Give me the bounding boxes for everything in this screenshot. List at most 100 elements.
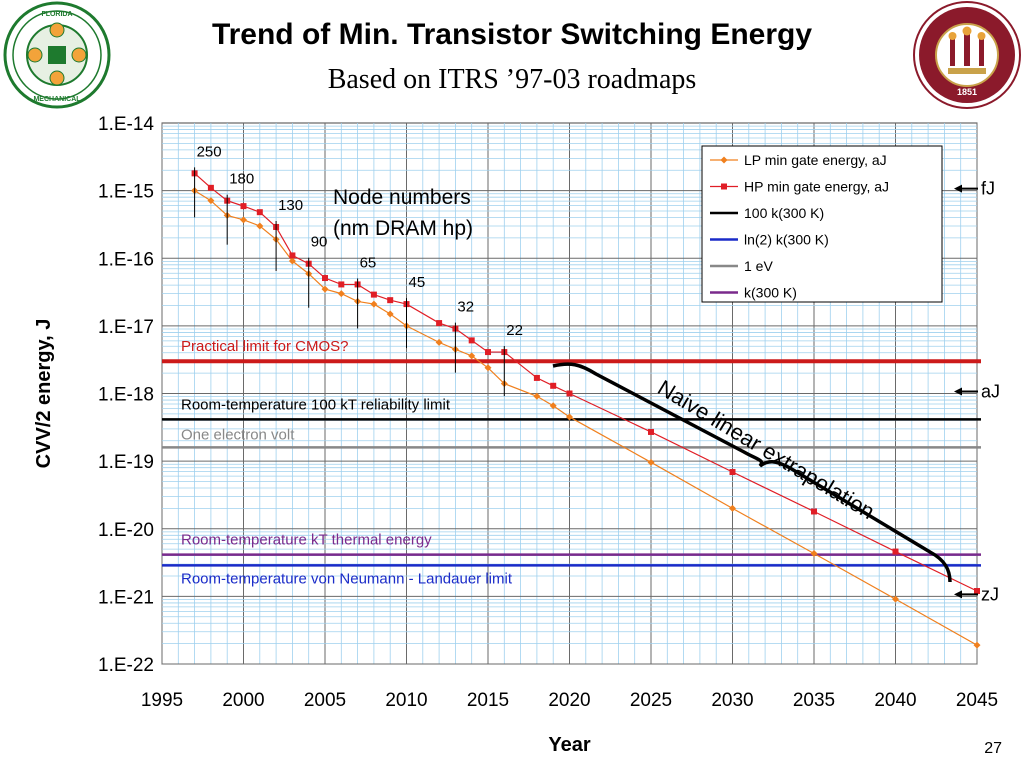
reference-line-label: Room-temperature von Neumann - Landauer …	[181, 570, 513, 587]
legend-entry-label: LP min gate energy, aJ	[744, 152, 887, 168]
legend-marker	[721, 183, 727, 190]
y-tick-label: 1.E-18	[98, 385, 154, 406]
x-axis-label: Year	[548, 734, 590, 756]
unit-arrowhead	[954, 387, 962, 396]
data-point-hp	[974, 588, 980, 595]
data-point-lp	[533, 392, 541, 400]
node-number-label: 180	[229, 171, 254, 188]
data-point-hp	[648, 428, 654, 435]
y-tick-label: 1.E-15	[98, 182, 154, 203]
data-point-lp	[468, 352, 476, 360]
unit-label: zJ	[981, 584, 999, 604]
data-point-lp	[973, 641, 981, 649]
node-numbers-caption: Node numbers	[333, 186, 471, 209]
legend-entry-label: k(300 K)	[744, 285, 797, 301]
data-point-hp	[387, 297, 394, 304]
data-point-lp	[321, 285, 329, 293]
data-point-hp	[240, 203, 247, 210]
data-point-hp	[289, 252, 296, 259]
data-point-hp	[207, 184, 214, 191]
data-point-lp	[256, 222, 264, 230]
y-tick-label: 1.E-16	[98, 249, 154, 270]
unit-label: aJ	[981, 382, 1000, 402]
fsu-seal-year: 1851	[957, 87, 977, 97]
data-point-lp	[647, 458, 655, 466]
data-point-lp	[892, 595, 899, 603]
data-point-lp	[484, 364, 492, 372]
data-point-lp	[435, 338, 443, 346]
data-point-hp	[566, 390, 573, 397]
famu-logo-text-bottom: MECHANICAL	[33, 96, 81, 103]
x-tick-label: 2000	[222, 690, 264, 711]
data-point-lp	[370, 300, 378, 308]
data-point-lp	[810, 550, 818, 558]
data-point-lp	[729, 504, 736, 512]
data-point-lp	[337, 290, 345, 298]
data-point-lp	[240, 216, 247, 224]
y-tick-label: 1.E-21	[98, 587, 154, 608]
x-tick-label: 2015	[467, 690, 509, 711]
legend-box	[701, 145, 943, 303]
x-tick-label: 1995	[141, 690, 183, 711]
x-tick-label: 2025	[630, 690, 672, 711]
y-tick-label: 1.E-20	[98, 520, 154, 541]
x-tick-label: 2045	[956, 690, 998, 711]
unit-arrowhead	[954, 590, 962, 599]
x-tick-label: 2035	[793, 690, 835, 711]
node-number-label: 32	[457, 299, 474, 316]
legend-entry-label: ln(2) k(300 K)	[744, 232, 829, 248]
data-point-lp	[207, 197, 215, 205]
node-number-label: 65	[360, 254, 377, 271]
node-number-label: 130	[278, 197, 303, 214]
y-tick-label: 1.E-19	[98, 452, 154, 473]
data-point-hp	[338, 281, 345, 288]
legend-entry-label: 1 eV	[744, 258, 773, 274]
data-point-lp	[566, 413, 573, 421]
x-tick-label: 2010	[385, 690, 427, 711]
node-number-label: 250	[197, 143, 222, 160]
node-number-label: 22	[506, 322, 523, 339]
reference-line-label: Room-temperature kT thermal energy	[181, 532, 432, 549]
data-point-hp	[370, 291, 377, 298]
data-point-hp	[533, 374, 540, 381]
famu-logo: FLORIDA MECHANICAL	[3, 1, 111, 109]
famu-logo-text-top: FLORIDA	[41, 11, 72, 18]
legend-entry-label: HP min gate energy, aJ	[744, 179, 889, 195]
data-point-hp	[892, 548, 899, 555]
reference-line-label: One electron volt	[181, 426, 295, 443]
data-point-hp	[811, 508, 817, 515]
node-number-label: 45	[409, 274, 426, 291]
data-point-hp	[322, 275, 328, 282]
slide-title: Trend of Min. Transistor Switching Energ…	[211, 18, 813, 51]
y-tick-label: 1.E-22	[98, 655, 154, 676]
data-point-hp	[550, 382, 557, 389]
unit-label: fJ	[981, 179, 995, 199]
y-axis-label: CVV/2 energy, J	[33, 319, 55, 469]
reference-line-label: Room-temperature 100 kT reliability limi…	[181, 396, 451, 413]
data-point-hp	[468, 337, 475, 344]
legend-entry-label: 100 k(300 K)	[744, 205, 824, 221]
data-point-lp	[386, 310, 394, 318]
slide-number: 27	[984, 740, 1002, 757]
fsu-seal: 1851	[913, 1, 1021, 109]
reference-line-label: Practical limit for CMOS?	[181, 338, 349, 355]
x-tick-label: 2005	[304, 690, 346, 711]
y-tick-label: 1.E-17	[98, 317, 154, 338]
data-point-hp	[436, 320, 443, 327]
y-tick-label: 1.E-14	[98, 114, 154, 135]
x-tick-label: 2040	[874, 690, 916, 711]
legend-marker	[720, 156, 728, 164]
data-point-lp	[549, 402, 557, 410]
extrapolation-brace	[552, 362, 952, 583]
node-number-label: 90	[311, 234, 328, 251]
data-point-hp	[256, 209, 263, 216]
data-point-hp	[729, 469, 736, 476]
data-point-hp	[485, 349, 491, 356]
slide-subtitle: Based on ITRS ’97-03 roadmaps	[327, 64, 697, 95]
unit-arrowhead	[954, 184, 962, 193]
data-point-lp	[288, 257, 296, 265]
x-tick-label: 2020	[548, 690, 590, 711]
node-numbers-caption: (nm DRAM hp)	[333, 217, 473, 240]
